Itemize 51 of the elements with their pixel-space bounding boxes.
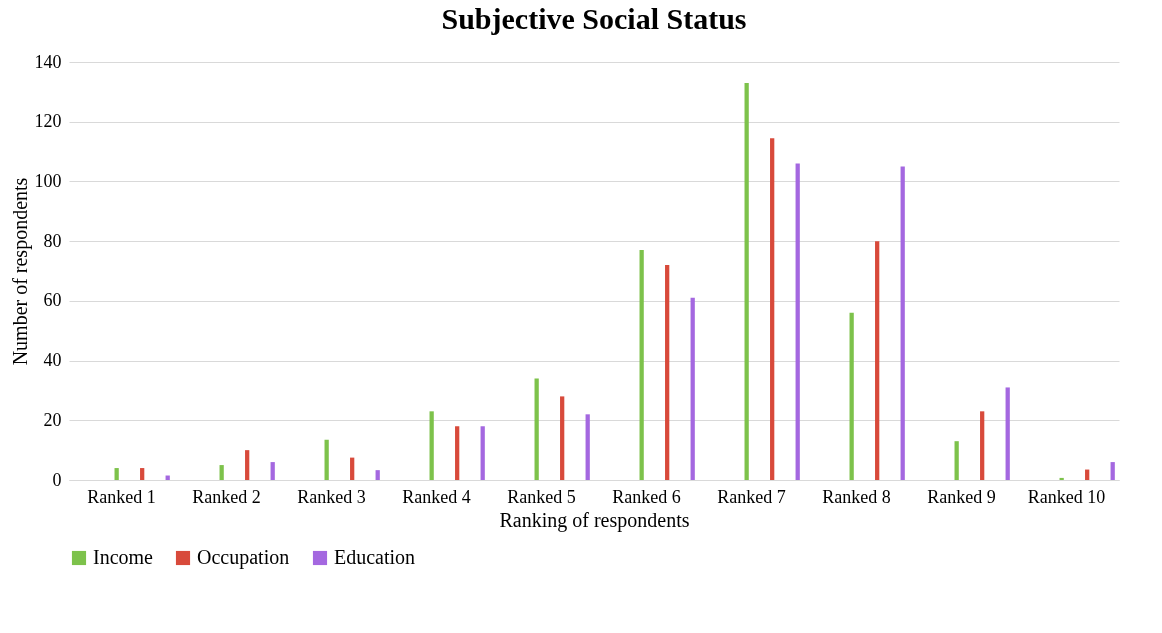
legend-label: Occupation: [197, 546, 290, 569]
y-tick-label: 100: [34, 170, 62, 191]
x-tick-label: Ranked 10: [1027, 486, 1106, 507]
bar: [219, 465, 224, 480]
bar: [375, 470, 380, 480]
y-tick-label: 40: [43, 350, 62, 371]
x-tick-label: Ranked 7: [717, 486, 786, 507]
x-tick-label: Ranked 8: [822, 486, 891, 507]
bar: [744, 82, 749, 480]
bar: [114, 468, 119, 480]
bar: [690, 297, 695, 480]
y-tick-label: 0: [52, 469, 62, 490]
bar: [480, 426, 485, 480]
bar: [429, 411, 434, 480]
x-tick-label: Ranked 4: [402, 486, 471, 507]
x-tick-label: Ranked 9: [927, 486, 996, 507]
y-tick-label: 80: [43, 230, 62, 251]
bar: [534, 378, 539, 480]
bar: [639, 250, 644, 480]
bar: [560, 396, 565, 480]
bar: [665, 265, 670, 480]
bar: [795, 163, 800, 480]
bar: [140, 468, 145, 480]
x-axis-title: Ranking of respondents: [499, 508, 690, 532]
y-tick-label: 120: [34, 111, 62, 132]
bar: [1110, 462, 1115, 480]
chart-title: Subjective Social Status: [441, 2, 747, 35]
bar: [270, 462, 275, 480]
x-tick-label: Ranked 2: [192, 486, 261, 507]
x-tick-label: Ranked 1: [87, 486, 156, 507]
bar: [980, 411, 985, 480]
bar: [900, 166, 905, 480]
bar: [350, 457, 355, 480]
y-tick-label: 20: [43, 409, 62, 430]
bar: [455, 426, 460, 480]
x-tick-label: Ranked 5: [507, 486, 576, 507]
bar: [849, 312, 854, 480]
y-tick-label: 60: [43, 290, 62, 311]
bar: [245, 450, 250, 480]
x-tick-label: Ranked 6: [612, 486, 681, 507]
x-tick-label: Ranked 3: [297, 486, 366, 507]
y-tick-label: 140: [34, 51, 62, 72]
bar: [1005, 387, 1010, 480]
bar: [875, 241, 880, 480]
bar: [324, 439, 329, 480]
legend-label: Income: [93, 546, 154, 568]
legend-label: Education: [334, 546, 416, 568]
y-axis-title: Number of respondents: [8, 177, 32, 366]
bar: [585, 414, 590, 480]
bar: [954, 441, 959, 480]
bar: [770, 138, 775, 480]
